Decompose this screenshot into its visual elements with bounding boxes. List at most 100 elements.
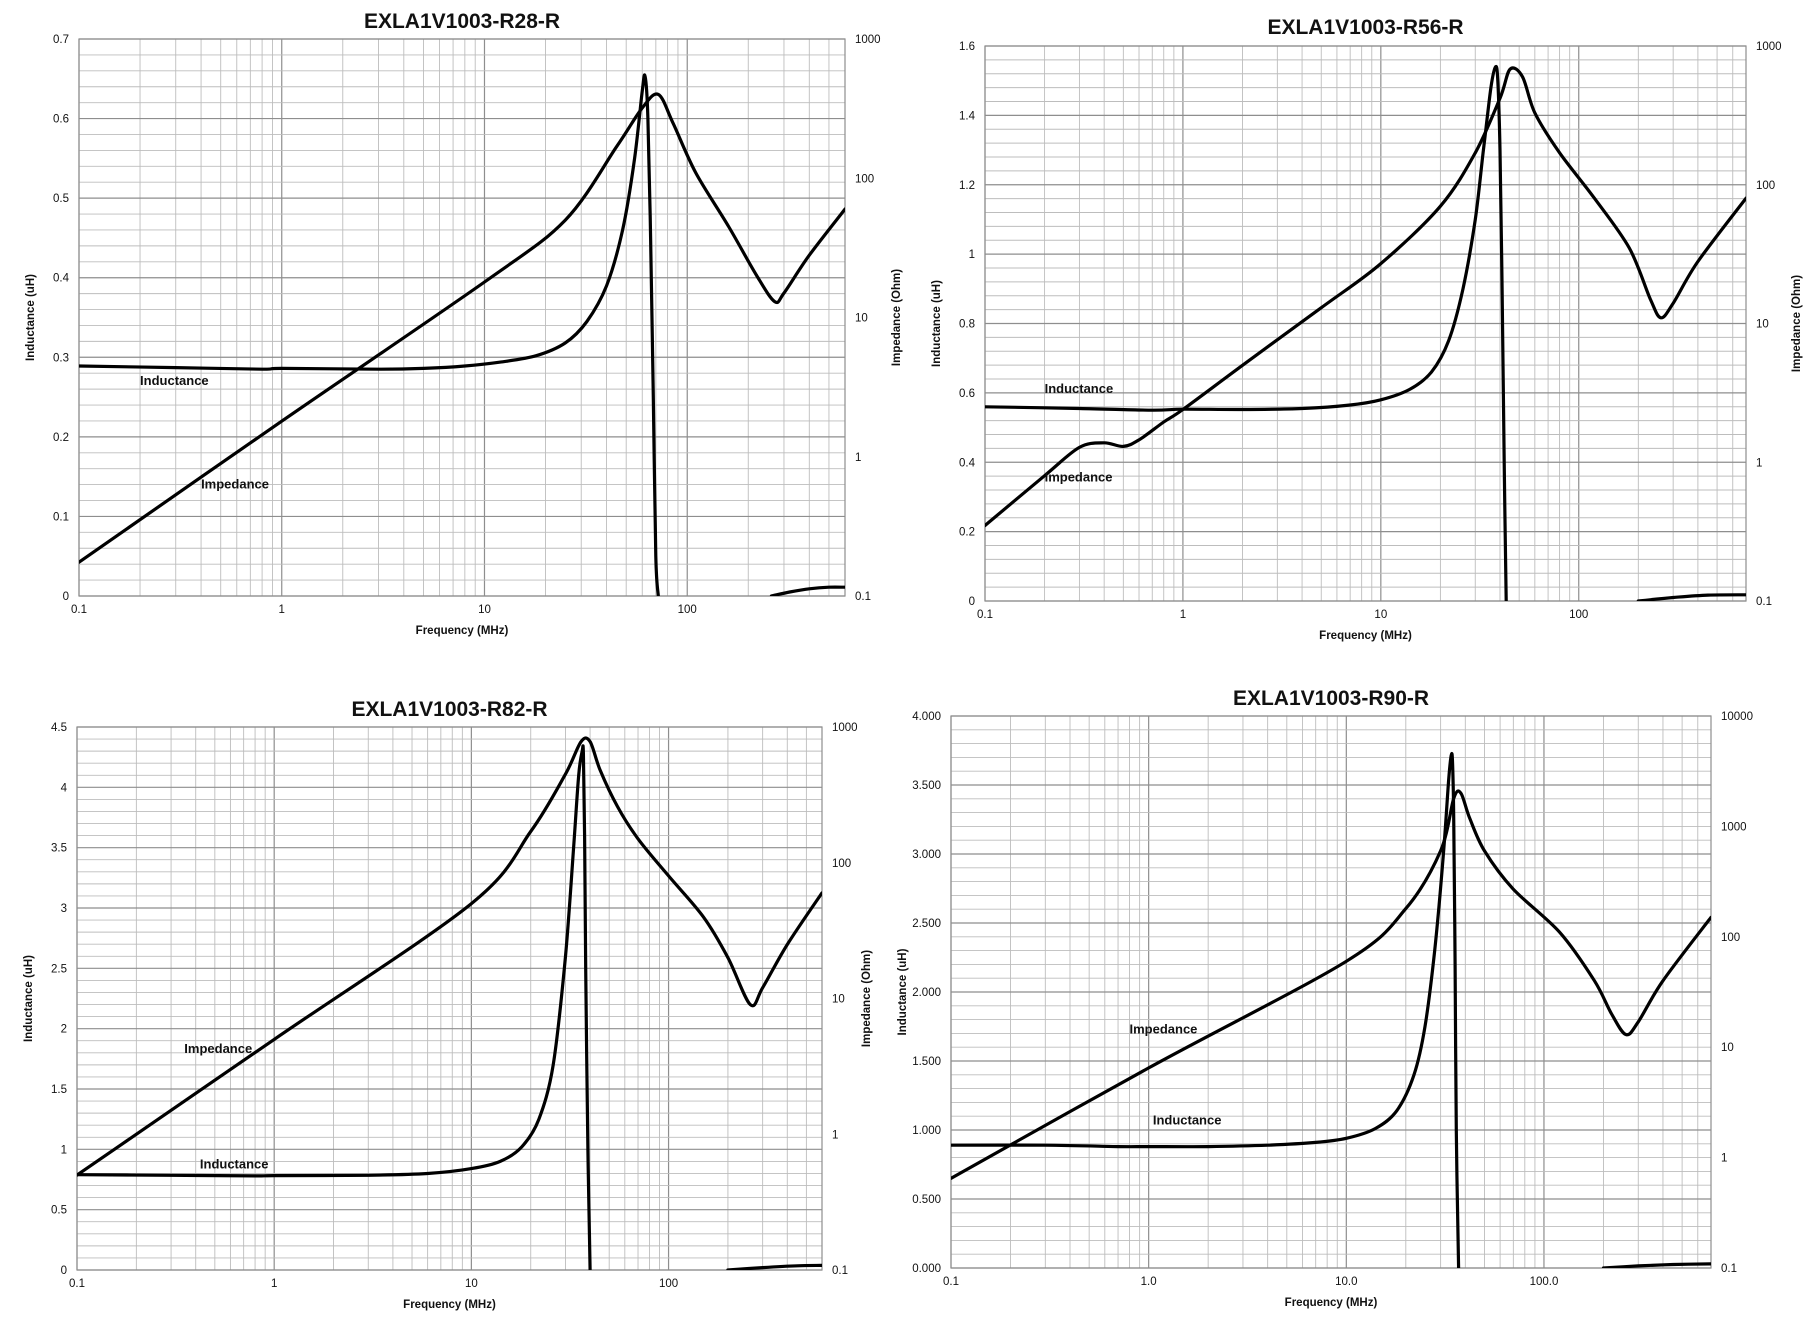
x-axis-label: Frequency (MHz) [416, 625, 509, 637]
series-impedance-line [985, 66, 1746, 528]
y2-tick-label: 10 [1721, 1042, 1734, 1054]
annotation-impedance: Impedance [1129, 1021, 1197, 1036]
y-tick-label: 1.2 [959, 180, 975, 192]
x-tick-label: 0.1 [943, 1276, 959, 1288]
y2-tick-label: 10 [832, 994, 845, 1006]
y2-tick-label: 1000 [855, 34, 881, 46]
y2-tick-label: 1 [855, 452, 861, 464]
chart-panel-4: EXLA1V1003-R90-R 0.1 1.0 10.0 100.0 0.000 0.50… [897, 687, 1753, 1309]
plot-area [79, 39, 845, 596]
y-tick-label: 0.1 [53, 511, 69, 523]
y2-tick-label: 10 [1756, 319, 1769, 331]
y2-axis-label: Impedance (Ohm) [1791, 275, 1803, 372]
chart-panel-3: EXLA1V1003-R82-R0.1 1 10 10000.511.522.533.… [23, 698, 873, 1311]
series-impedance-line [79, 92, 845, 564]
y-tick-label: 0.500 [912, 1194, 941, 1206]
x-tick-label: 100 [678, 604, 697, 616]
y-tick-label: 1.500 [912, 1056, 941, 1068]
y2-tick-label: 1000 [1721, 821, 1747, 833]
annotation-impedance: Impedance [1045, 469, 1113, 484]
y-tick-label: 0 [63, 591, 69, 603]
x-tick-label: 0.1 [71, 604, 87, 616]
y2-tick-label: 10000 [1721, 711, 1753, 723]
plot-frame [950, 715, 1712, 1269]
x-tick-label: 10.0 [1335, 1276, 1357, 1288]
annotation-impedance: Impedance [184, 1041, 252, 1056]
x-tick-label: 10 [1374, 609, 1387, 621]
y-axis-label: Inductance (uH) [897, 948, 909, 1035]
y-tick-label: 0.6 [959, 388, 975, 400]
y-axis-label: Inductance (uH) [931, 280, 943, 367]
x-axis-label: Frequency (MHz) [1319, 630, 1412, 642]
y-tick-label: 1.000 [912, 1125, 941, 1137]
chart-title: EXLA1V1003-R56-R [1267, 16, 1463, 39]
y-tick-label: 0 [61, 1265, 67, 1277]
y2-axis-label: Impedance (Ohm) [861, 950, 873, 1047]
y2-tick-label: 100 [1756, 180, 1775, 192]
y-axis-label: Inductance (uH) [25, 274, 37, 361]
y-tick-label: 2.000 [912, 987, 941, 999]
y2-tick-label: 100 [1721, 932, 1740, 944]
y-tick-label: 4.5 [51, 722, 67, 734]
y2-axis-label: Impedance (Ohm) [891, 269, 903, 366]
y-tick-label: 0.4 [53, 273, 70, 285]
y2-tick-label: 1 [1756, 457, 1762, 469]
y-tick-label: 3.000 [912, 849, 941, 861]
annotation-inductance: Inductance [140, 373, 209, 388]
series-inductance-negative-branch-line [1601, 1262, 1711, 1268]
x-tick-label: 0.1 [977, 609, 993, 621]
y-tick-label: 0.3 [53, 352, 69, 364]
y-tick-label: 0.5 [53, 193, 69, 205]
series-inductance-line [985, 64, 1508, 601]
y-tick-label: 0.5 [51, 1205, 67, 1217]
plot-frame [78, 38, 846, 597]
x-tick-label: 10 [478, 604, 491, 616]
x-tick-label: 1 [1180, 609, 1186, 621]
y-tick-label: 4.000 [912, 711, 941, 723]
x-axis-label: Frequency (MHz) [403, 1299, 496, 1311]
y2-tick-label: 0.1 [855, 591, 871, 603]
y-tick-label: 3.5 [51, 843, 67, 855]
annotation-impedance: Impedance [201, 477, 269, 492]
y-tick-label: 1 [61, 1144, 67, 1156]
y-tick-label: 0.6 [53, 114, 69, 126]
y-tick-label: 0.8 [959, 319, 975, 331]
chart-panel-1: EXLA1V1003-R28-R0.1 1 10 10000.10.20.30.40.… [25, 10, 903, 637]
chart-title: EXLA1V1003-R90-R [1233, 687, 1429, 710]
y-tick-label: 2 [61, 1024, 67, 1036]
y-tick-label: 0.2 [53, 432, 69, 444]
y2-tick-label: 10 [855, 313, 868, 325]
x-axis-label: Frequency (MHz) [1285, 1297, 1378, 1309]
y2-tick-label: 0.1 [1721, 1263, 1737, 1275]
y-tick-label: 1 [969, 249, 975, 261]
x-tick-label: 1 [271, 1278, 277, 1290]
y2-tick-label: 100 [855, 173, 874, 185]
y2-tick-label: 100 [832, 858, 851, 870]
y-tick-label: 1.5 [51, 1084, 67, 1096]
series-inductance-negative-branch-line [1636, 593, 1746, 601]
x-tick-label: 100 [1569, 609, 1588, 621]
y-tick-label: 0 [969, 596, 975, 608]
y-tick-label: 4 [61, 782, 68, 794]
chart-title: EXLA1V1003-R28-R [364, 10, 560, 33]
y-tick-label: 3.500 [912, 780, 941, 792]
y-tick-label: 0.2 [959, 527, 975, 539]
plot-frame [76, 726, 823, 1271]
series-inductance-negative-branch-line [769, 585, 845, 596]
series-impedance-line [77, 736, 822, 1177]
y-tick-label: 2.5 [51, 963, 67, 975]
x-tick-label: 100 [659, 1278, 678, 1290]
y-tick-label: 1.4 [959, 110, 976, 122]
y-tick-label: 0.4 [959, 457, 976, 469]
y2-tick-label: 0.1 [1756, 596, 1772, 608]
plot-area [77, 727, 822, 1270]
x-tick-label: 10 [465, 1278, 478, 1290]
y2-tick-label: 0.1 [832, 1265, 848, 1277]
series-inductance-line [79, 73, 660, 596]
y2-tick-label: 1 [1721, 1153, 1727, 1165]
series-impedance-line [951, 789, 1711, 1180]
chart-title: EXLA1V1003-R82-R [351, 698, 547, 721]
y-axis-label: Inductance (uH) [23, 955, 35, 1042]
x-tick-label: 0.1 [69, 1278, 85, 1290]
series-inductance-line [951, 751, 1461, 1268]
